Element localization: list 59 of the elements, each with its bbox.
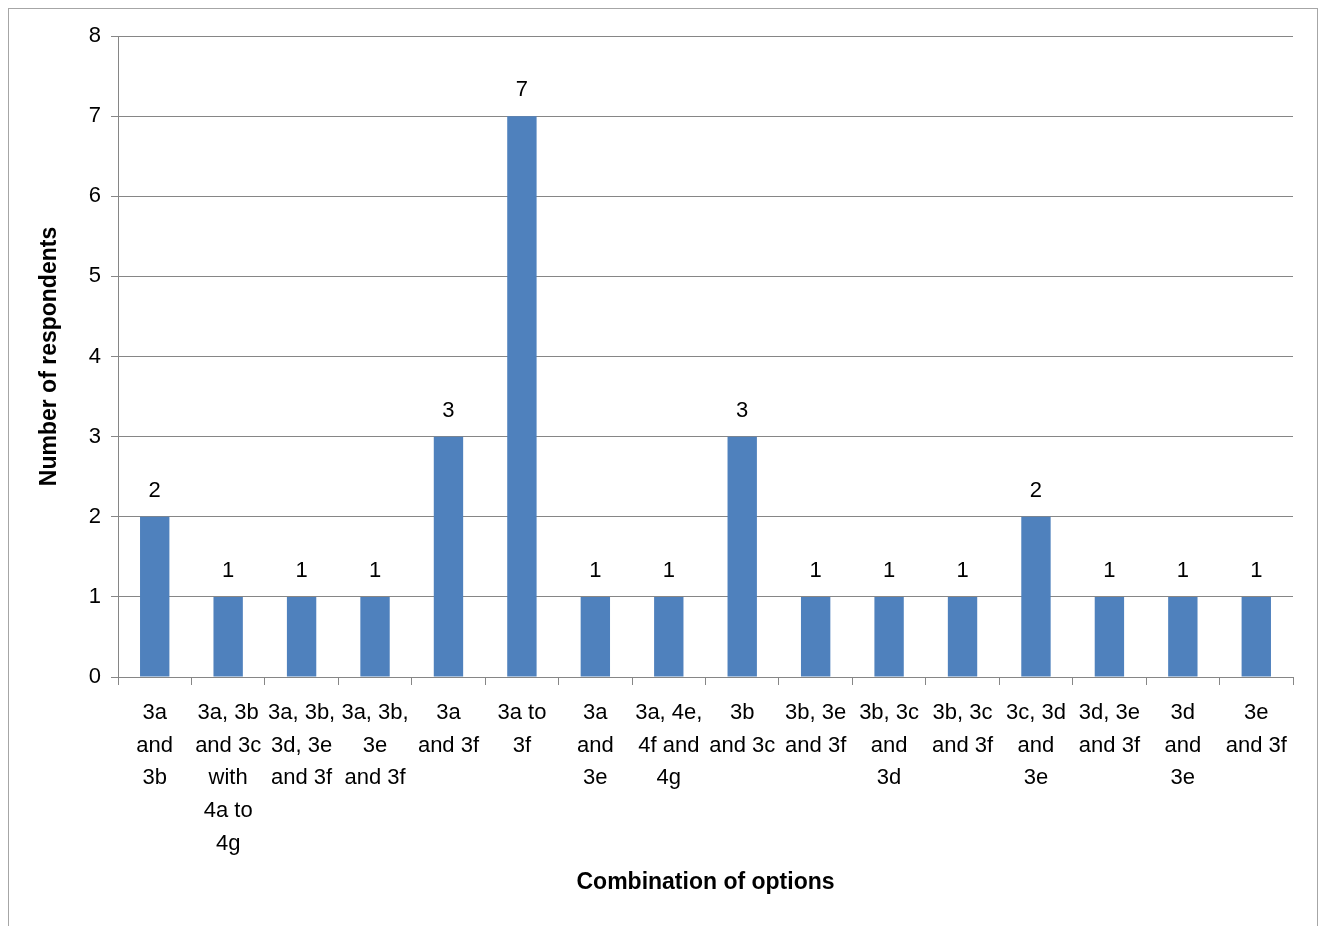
x-tick-label: 3e and 3f — [1225, 699, 1288, 757]
data-label: 1 — [1250, 556, 1263, 582]
y-tick-label: 0 — [88, 663, 101, 689]
data-label: 1 — [1103, 556, 1116, 582]
data-label: 1 — [1176, 556, 1189, 582]
y-tick-label: 1 — [88, 582, 101, 608]
y-tick-label: 4 — [88, 342, 101, 368]
y-tick-label: 7 — [88, 102, 101, 128]
bar — [1241, 596, 1271, 677]
bar — [286, 596, 317, 677]
bar — [213, 596, 243, 677]
bar — [1168, 596, 1198, 677]
x-tick-label: 3b, 3e and 3f — [785, 699, 848, 757]
x-tick-label: 3b, 3c and 3d — [859, 699, 920, 790]
bar — [140, 516, 170, 677]
x-tick-label: 3a and 3e — [576, 699, 614, 790]
bar — [1021, 516, 1051, 677]
data-label: 1 — [956, 556, 969, 582]
bar — [874, 596, 904, 677]
x-tick-label: 3a, 3b and 3c with 4a to 4g — [195, 699, 262, 855]
data-label: 1 — [368, 556, 382, 582]
data-label: 1 — [809, 556, 822, 582]
bar — [433, 436, 464, 677]
bar — [800, 596, 831, 677]
y-tick-label: 6 — [88, 182, 101, 208]
bar — [1094, 596, 1125, 677]
data-label: 7 — [515, 76, 529, 102]
y-tick-label: 3 — [88, 422, 101, 448]
bar — [947, 596, 978, 677]
x-tick-label: 3d, 3e and 3f — [1078, 699, 1141, 757]
x-tick-label: 3d and 3e — [1164, 699, 1202, 790]
y-tick-label: 5 — [88, 262, 101, 288]
data-label: 1 — [222, 556, 235, 582]
x-tick-label: 3a, 3b, 3d, 3e and 3f — [267, 699, 336, 790]
y-tick-label: 2 — [88, 502, 101, 528]
data-label: 3 — [736, 396, 749, 422]
x-tick-label: 3b, 3c and 3f — [931, 699, 994, 757]
data-label: 1 — [662, 556, 675, 582]
data-label: 2 — [148, 476, 161, 502]
x-tick-label: 3a, 3b, 3e and 3f — [341, 699, 409, 790]
data-label: 1 — [295, 556, 308, 582]
x-tick-label: 3c, 3d and 3e — [1006, 699, 1066, 790]
x-tick-label: 3a to 3f — [497, 699, 547, 757]
data-label: 1 — [882, 556, 896, 582]
bar — [654, 596, 684, 677]
x-tick-label: 3a, 4e, 4f and 4g — [635, 699, 703, 790]
x-axis-title: Combination of options — [576, 867, 835, 894]
data-label: 2 — [1029, 476, 1043, 502]
bar — [580, 596, 611, 677]
y-axis-title: Number of respondents — [35, 226, 62, 487]
bar — [727, 436, 757, 677]
data-label: 1 — [589, 556, 602, 582]
x-tick-label: 3a and 3b — [136, 699, 174, 790]
bar — [507, 116, 537, 677]
bar — [360, 596, 390, 677]
x-tick-label: 3a and 3f — [417, 699, 480, 757]
y-tick-label: 8 — [88, 22, 101, 48]
x-tick-label: 3b and 3c — [709, 699, 776, 757]
data-label: 3 — [442, 396, 455, 422]
